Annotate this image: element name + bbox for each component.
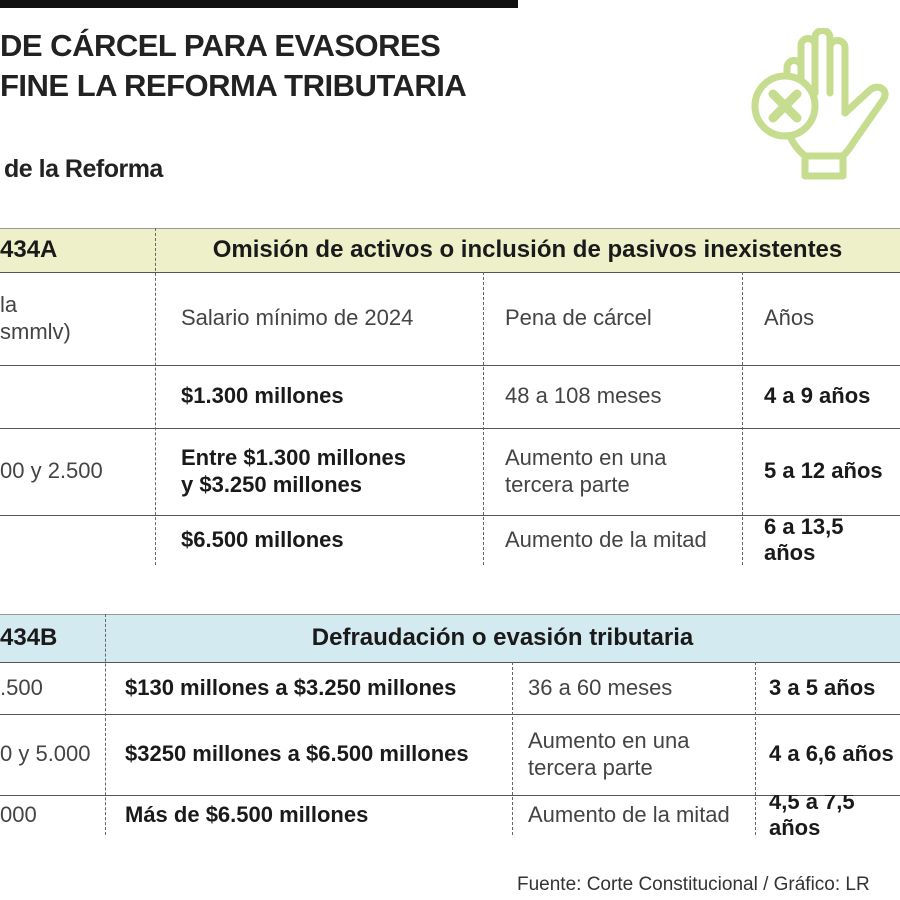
- table-cell: 00 y 2.500: [0, 458, 103, 484]
- subtitle: de la Reforma: [4, 155, 163, 183]
- table-cell: Años: [764, 305, 815, 331]
- column-divider: [155, 228, 156, 565]
- table-cell: Aumento de la mitad: [528, 801, 730, 827]
- table-heading: Defraudación o evasión tributaria: [311, 623, 694, 651]
- table-heading: Omisión de activos o inclusión de pasivo…: [212, 235, 843, 263]
- table-cell: 48 a 108 meses: [505, 383, 662, 409]
- source: Fuente: Corte Constitucional / Gráfico: …: [517, 874, 870, 895]
- table-cell: $1.300 millones: [181, 383, 344, 409]
- rule: [0, 228, 900, 229]
- table-cell: la smmlv): [0, 292, 71, 344]
- heading-band: [0, 228, 900, 272]
- table-cell: $6.500 millones: [181, 526, 344, 552]
- row-rule: [0, 662, 900, 663]
- table-cell: Pena de cárcel: [505, 305, 652, 331]
- row-rule: [0, 515, 900, 516]
- table-cell: 0 y 5.000: [0, 741, 91, 767]
- top-bar: [0, 0, 518, 8]
- column-divider: [512, 662, 513, 835]
- table-cell: $130 millones a $3.250 millones: [125, 674, 457, 700]
- table-code: 434B: [0, 623, 58, 651]
- table-cell: Más de $6.500 millones: [125, 801, 369, 827]
- table-cell: 3 a 5 años: [769, 674, 876, 700]
- title-line: DE CÁRCEL PARA EVASORES: [0, 28, 441, 63]
- heading-band: [0, 614, 900, 662]
- row-rule: [0, 714, 900, 715]
- column-divider: [105, 614, 106, 835]
- table-cell: $3250 millones a $6.500 millones: [125, 741, 469, 767]
- table-code: 434A: [0, 235, 58, 263]
- table-cell: 000: [0, 801, 37, 827]
- table-cell: Aumento en una tercera parte: [505, 445, 667, 497]
- row-rule: [0, 428, 900, 429]
- table-cell: 4 a 6,6 años: [769, 741, 894, 767]
- table-cell: 36 a 60 meses: [528, 674, 673, 700]
- column-divider: [755, 662, 756, 835]
- table-cell: Entre $1.300 millones y $3.250 millones: [181, 445, 406, 497]
- rule: [0, 614, 900, 615]
- column-divider: [742, 272, 743, 565]
- table-cell: 5 a 12 años: [764, 458, 883, 484]
- hand-icon: [751, 28, 889, 180]
- row-rule: [0, 795, 900, 796]
- row-rule: [0, 272, 900, 273]
- table-cell: Aumento de la mitad: [505, 526, 707, 552]
- table-cell: .500: [0, 674, 43, 700]
- table-cell: Aumento en una tercera parte: [528, 728, 690, 780]
- table-cell: 6 a 13,5 años: [764, 515, 844, 565]
- row-rule: [0, 365, 900, 366]
- table-cell: 4 a 9 años: [764, 383, 871, 409]
- column-divider: [483, 272, 484, 565]
- table-cell: 4,5 a 7,5 años: [769, 795, 855, 835]
- table-cell: Salario mínimo de 2024: [181, 305, 414, 331]
- title-line: FINE LA REFORMA TRIBUTARIA: [0, 68, 467, 103]
